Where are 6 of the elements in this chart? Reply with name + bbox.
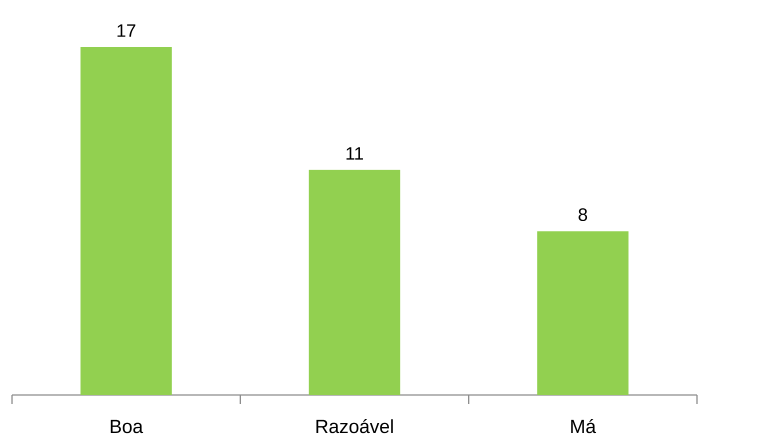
x-tick-label: Boa [110, 420, 144, 434]
data-label: 17 [118, 24, 136, 37]
data-label: 11 [346, 147, 363, 160]
x-tick-label: Má [571, 418, 596, 434]
x-tick-label: Razoável [316, 418, 393, 434]
data-label: 8 [578, 208, 588, 222]
